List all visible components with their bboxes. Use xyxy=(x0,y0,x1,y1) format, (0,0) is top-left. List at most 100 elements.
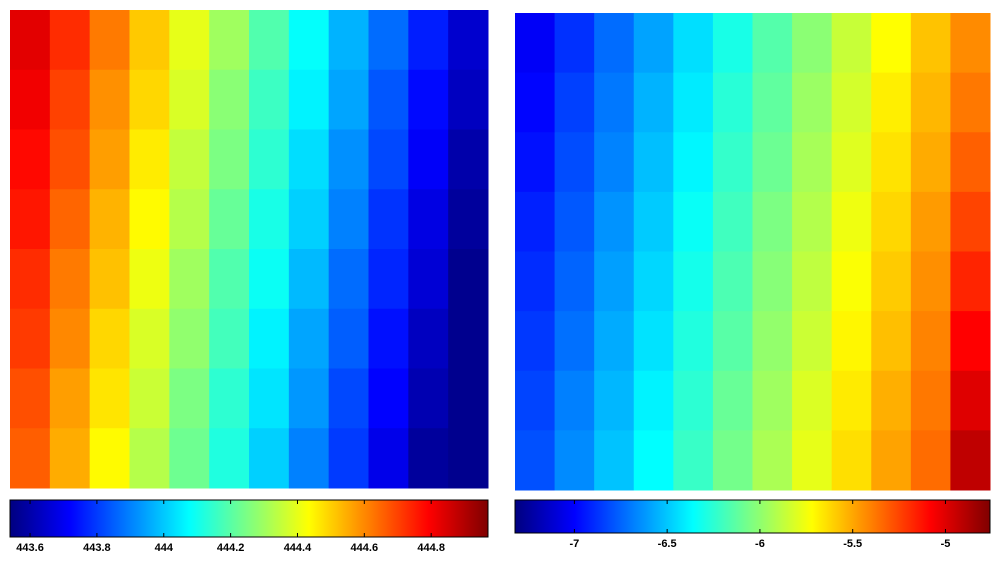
heatmap-cell xyxy=(871,370,912,431)
heatmap-cell xyxy=(673,72,714,133)
heatmap-cell xyxy=(288,189,330,250)
heatmap-cell xyxy=(752,251,793,312)
heatmap-cell xyxy=(633,132,674,193)
heatmap-cell xyxy=(871,311,912,372)
heatmap-cell xyxy=(594,191,635,252)
colorbar-tick-label: 443.8 xyxy=(83,542,111,554)
heatmap-cell xyxy=(129,428,170,489)
heatmap-cell xyxy=(249,189,290,250)
heatmap-cell xyxy=(249,249,290,310)
heatmap-cell xyxy=(249,368,290,429)
heatmap-cell xyxy=(950,430,991,491)
heatmap-cell xyxy=(831,430,872,491)
heatmap-cell xyxy=(752,370,793,431)
heatmap-cell xyxy=(209,308,250,369)
heatmap-cell xyxy=(633,13,674,74)
heatmap-cell xyxy=(89,249,130,310)
heatmap-cell xyxy=(910,13,951,74)
heatmap-cell xyxy=(831,370,872,431)
colorbar-tick-label: -5 xyxy=(941,538,951,550)
colorbar-tick-label: 444.2 xyxy=(217,542,245,554)
heatmap-cell xyxy=(554,132,595,193)
heatmap-cell xyxy=(328,308,369,369)
heatmap-cell xyxy=(633,251,674,312)
heatmap-cell xyxy=(871,430,912,491)
heatmap-cell xyxy=(408,428,449,489)
heatmap-cell xyxy=(871,13,912,74)
heatmap-cell xyxy=(209,249,250,310)
heatmap-cell xyxy=(328,368,369,429)
heatmap-cell xyxy=(712,191,753,252)
colorbar-tick-label: 444.4 xyxy=(284,542,312,554)
heatmap-cell xyxy=(712,13,753,74)
heatmap-cell xyxy=(712,430,753,491)
heatmap-cell xyxy=(712,311,753,372)
heatmap-cell xyxy=(49,69,91,130)
heatmap-cell xyxy=(633,370,674,431)
heatmap-cell xyxy=(249,69,290,130)
heatmap-cell xyxy=(10,368,51,429)
heatmap-cell xyxy=(368,249,409,310)
heatmap-cell xyxy=(288,10,330,71)
heatmap-cell xyxy=(910,311,951,372)
heatmap-cell xyxy=(950,13,991,74)
heatmap-cell xyxy=(209,428,250,489)
heatmap-cell xyxy=(129,189,170,250)
heatmap-cell xyxy=(871,251,912,312)
heatmap-cell xyxy=(448,368,489,429)
heatmap-cell xyxy=(831,72,872,133)
heatmap-cell xyxy=(910,251,951,312)
heatmap-cell xyxy=(169,69,210,130)
heatmap-cell xyxy=(871,72,912,133)
heatmap-cell xyxy=(792,13,833,74)
heatmap-cell xyxy=(10,428,51,489)
heatmap-cell xyxy=(10,10,51,71)
heatmap-cell xyxy=(49,10,91,71)
heatmap-cell xyxy=(448,129,489,190)
colorbar-tick-label: 444.8 xyxy=(417,542,445,554)
heatmap-cell xyxy=(209,368,250,429)
heatmap-cell xyxy=(752,13,793,74)
heatmap-cell xyxy=(368,189,409,250)
heatmap-cell xyxy=(554,430,595,491)
heatmap-cell xyxy=(515,311,556,372)
heatmap-cell xyxy=(169,189,210,250)
heatmap-cell xyxy=(10,249,51,310)
heatmap-cell xyxy=(408,308,449,369)
heatmap-cell xyxy=(871,191,912,252)
heatmap-cell xyxy=(594,72,635,133)
heatmap-cell xyxy=(10,129,51,190)
heatmap-cell xyxy=(594,13,635,74)
heatmap-cell xyxy=(49,189,91,250)
heatmap-cell xyxy=(871,132,912,193)
heatmap-cell xyxy=(368,428,409,489)
heatmap-cell xyxy=(209,189,250,250)
heatmap-cell xyxy=(950,191,991,252)
heatmap-cell xyxy=(673,13,714,74)
heatmap-cell xyxy=(129,308,170,369)
heatmap-cell xyxy=(169,129,210,190)
heatmap-cell xyxy=(633,72,674,133)
heatmap-cell xyxy=(712,251,753,312)
heatmap-cell xyxy=(752,430,793,491)
heatmap-cell xyxy=(752,72,793,133)
heatmap-cell xyxy=(49,368,91,429)
heatmap-cell xyxy=(49,129,91,190)
heatmap-cell xyxy=(408,249,449,310)
heatmap-cell xyxy=(288,69,330,130)
heatmap-cell xyxy=(288,249,330,310)
heatmap-cell xyxy=(515,430,556,491)
heatmap-cell xyxy=(129,129,170,190)
heatmap-cell xyxy=(249,428,290,489)
heatmap-cell xyxy=(448,10,489,71)
heatmap-cell xyxy=(633,430,674,491)
heatmap-cell xyxy=(129,368,170,429)
heatmap-cell xyxy=(129,69,170,130)
colorbar-tick-label: -6 xyxy=(755,538,765,550)
heatmap-cell xyxy=(49,308,91,369)
heatmap-cell xyxy=(910,191,951,252)
heatmap-cell xyxy=(831,191,872,252)
heatmap-cell xyxy=(910,430,951,491)
colorbar xyxy=(514,499,991,534)
